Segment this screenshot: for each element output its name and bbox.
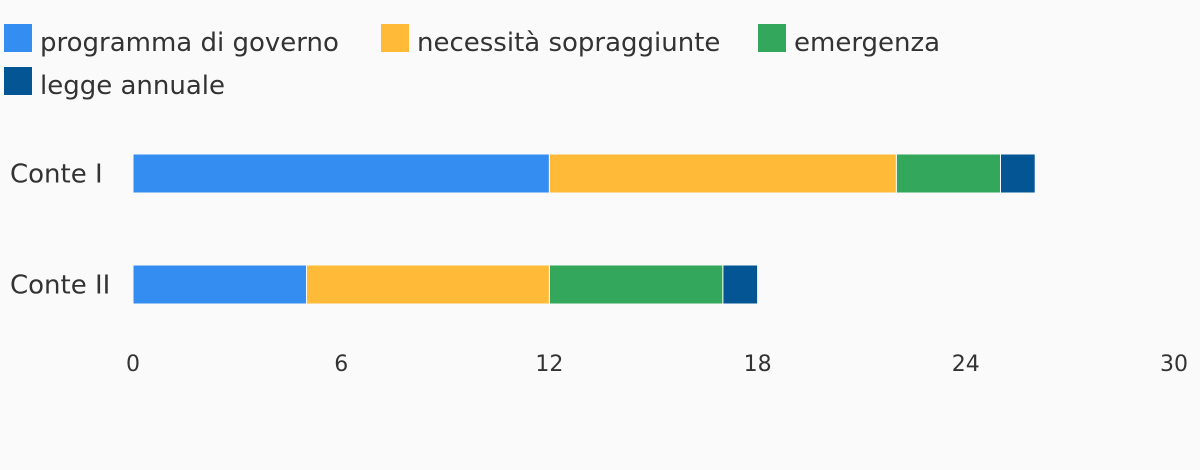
legend-label-legge-annuale: legge annuale: [40, 71, 225, 101]
x-tick-label-18: 18: [744, 352, 772, 377]
legend: programma di governo necessità sopraggiun…: [4, 24, 940, 101]
legend-swatch-programma-di-governo: [4, 24, 32, 52]
x-tick-label-12: 12: [535, 352, 563, 377]
legend-label-emergenza: emergenza: [794, 28, 940, 58]
bar-conte-i-necessita-sopraggiunte: [548, 153, 897, 194]
category-label-conte-i: Conte I: [10, 160, 103, 190]
x-tick-label-6: 6: [334, 352, 348, 377]
legend-swatch-legge-annuale: [4, 67, 32, 95]
bar-conte-i-legge-annuale: [1000, 153, 1036, 194]
x-axis: 0 6 12 18 24 30: [126, 352, 1188, 377]
legend-swatch-emergenza: [758, 24, 786, 52]
bar-conte-ii-legge-annuale: [722, 264, 759, 305]
category-label-conte-ii: Conte II: [10, 271, 110, 301]
legend-label-necessita-sopraggiunte: necessità sopraggiunte: [417, 28, 720, 58]
legend-label-programma-di-governo: programma di governo: [40, 28, 339, 58]
bar-conte-ii-emergenza: [548, 264, 724, 305]
bar-conte-ii-programma-di-governo: [132, 264, 307, 305]
bars: [132, 153, 1036, 305]
x-tick-label-0: 0: [126, 352, 140, 377]
bar-conte-i-emergenza: [895, 153, 1002, 194]
category-labels: Conte I Conte II: [10, 160, 110, 301]
x-tick-label-24: 24: [952, 352, 980, 377]
x-tick-label-30: 30: [1160, 352, 1188, 377]
bar-conte-ii-necessita-sopraggiunte: [306, 264, 550, 305]
legend-swatch-necessita-sopraggiunte: [381, 24, 409, 52]
bar-conte-i-programma-di-governo: [132, 153, 550, 194]
